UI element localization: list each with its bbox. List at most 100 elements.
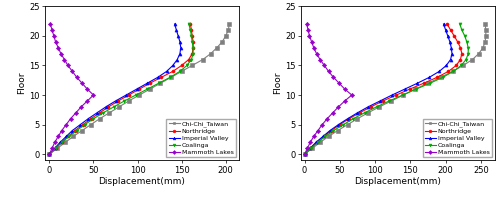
Coalinga bbox=[177, 70, 183, 73]
Mammoth Lakes bbox=[314, 52, 320, 55]
Coalinga bbox=[362, 111, 368, 114]
Northridge bbox=[65, 135, 71, 138]
Northridge bbox=[189, 35, 195, 37]
Mammoth Lakes bbox=[68, 118, 73, 120]
Mammoth Lakes bbox=[46, 153, 52, 156]
Line: Imperial Valley: Imperial Valley bbox=[303, 22, 454, 156]
Chi-Chi_Taiwan bbox=[54, 147, 60, 150]
Imperial Valley bbox=[377, 100, 383, 102]
Northridge bbox=[448, 29, 454, 31]
Coalinga bbox=[350, 118, 356, 120]
Imperial Valley bbox=[174, 58, 180, 61]
Mammoth Lakes bbox=[336, 82, 342, 84]
Imperial Valley bbox=[164, 70, 170, 73]
Legend: Chi-Chi_Taiwan, Northridge, Imperial Valley, Coalinga, Mammoth Lakes: Chi-Chi_Taiwan, Northridge, Imperial Val… bbox=[166, 119, 236, 157]
Imperial Valley bbox=[70, 129, 75, 132]
Northridge bbox=[147, 82, 153, 84]
Imperial Valley bbox=[442, 29, 448, 31]
Imperial Valley bbox=[389, 94, 395, 96]
Chi-Chi_Taiwan bbox=[226, 29, 232, 31]
Coalinga bbox=[46, 153, 52, 156]
Mammoth Lakes bbox=[90, 94, 96, 96]
Mammoth Lakes bbox=[306, 35, 312, 37]
Coalinga bbox=[188, 35, 194, 37]
Mammoth Lakes bbox=[52, 41, 59, 43]
Chi-Chi_Taiwan bbox=[147, 88, 153, 90]
Line: Mammoth Lakes: Mammoth Lakes bbox=[303, 22, 354, 156]
Mammoth Lakes bbox=[49, 147, 55, 150]
Northridge bbox=[406, 88, 412, 90]
Imperial Valley bbox=[336, 123, 342, 126]
Imperial Valley bbox=[134, 88, 140, 90]
Chi-Chi_Taiwan bbox=[438, 76, 444, 79]
Mammoth Lakes bbox=[315, 129, 321, 132]
Northridge bbox=[434, 76, 440, 79]
Line: Imperial Valley: Imperial Valley bbox=[48, 22, 182, 156]
Chi-Chi_Taiwan bbox=[460, 64, 466, 67]
Imperial Valley bbox=[344, 118, 350, 120]
Mammoth Lakes bbox=[326, 70, 332, 73]
Mammoth Lakes bbox=[84, 100, 90, 102]
Chi-Chi_Taiwan bbox=[482, 41, 488, 43]
Mammoth Lakes bbox=[324, 118, 330, 120]
Chi-Chi_Taiwan bbox=[482, 23, 488, 25]
Chi-Chi_Taiwan bbox=[79, 129, 85, 132]
Northridge bbox=[186, 58, 192, 61]
Mammoth Lakes bbox=[336, 106, 342, 108]
Northridge bbox=[46, 153, 52, 156]
X-axis label: Displacement(mm): Displacement(mm) bbox=[354, 177, 442, 187]
Coalinga bbox=[82, 123, 87, 126]
Imperial Valley bbox=[307, 147, 313, 150]
Chi-Chi_Taiwan bbox=[208, 52, 214, 55]
Coalinga bbox=[190, 46, 196, 49]
Chi-Chi_Taiwan bbox=[168, 76, 174, 79]
Coalinga bbox=[440, 76, 446, 79]
Northridge bbox=[126, 94, 132, 96]
Coalinga bbox=[90, 118, 96, 120]
Coalinga bbox=[100, 111, 106, 114]
Coalinga bbox=[386, 100, 392, 102]
Imperial Valley bbox=[365, 106, 371, 108]
Northridge bbox=[421, 82, 427, 84]
Coalinga bbox=[189, 41, 195, 43]
Imperial Valley bbox=[440, 23, 446, 25]
Coalinga bbox=[465, 46, 471, 49]
Y-axis label: Floor: Floor bbox=[273, 72, 282, 94]
Northridge bbox=[328, 129, 334, 132]
Chi-Chi_Taiwan bbox=[96, 118, 102, 120]
Chi-Chi_Taiwan bbox=[116, 106, 122, 108]
Coalinga bbox=[186, 23, 192, 25]
Line: Northridge: Northridge bbox=[48, 22, 195, 156]
X-axis label: Displacement(mm): Displacement(mm) bbox=[98, 177, 186, 187]
Imperial Valley bbox=[447, 41, 453, 43]
Mammoth Lakes bbox=[70, 70, 75, 73]
Imperial Valley bbox=[94, 111, 100, 114]
Imperial Valley bbox=[426, 76, 432, 79]
Northridge bbox=[96, 111, 102, 114]
Chi-Chi_Taiwan bbox=[376, 106, 382, 108]
Chi-Chi_Taiwan bbox=[483, 29, 489, 31]
Coalinga bbox=[52, 147, 59, 150]
Coalinga bbox=[144, 88, 150, 90]
Line: Coalinga: Coalinga bbox=[48, 22, 195, 156]
Imperial Valley bbox=[78, 123, 84, 126]
Imperial Valley bbox=[52, 147, 58, 150]
Coalinga bbox=[74, 129, 80, 132]
Mammoth Lakes bbox=[78, 106, 84, 108]
Northridge bbox=[337, 123, 343, 126]
Imperial Valley bbox=[313, 141, 319, 144]
Chi-Chi_Taiwan bbox=[388, 100, 394, 102]
Imperial Valley bbox=[448, 58, 454, 61]
Coalinga bbox=[463, 58, 469, 61]
Line: Northridge: Northridge bbox=[303, 22, 464, 156]
Chi-Chi_Taiwan bbox=[222, 35, 228, 37]
Coalinga bbox=[122, 100, 128, 102]
Mammoth Lakes bbox=[302, 153, 308, 156]
Imperial Valley bbox=[103, 106, 109, 108]
Northridge bbox=[190, 41, 196, 43]
Imperial Valley bbox=[174, 29, 180, 31]
Mammoth Lakes bbox=[58, 52, 64, 55]
Coalinga bbox=[413, 88, 419, 90]
Mammoth Lakes bbox=[308, 41, 314, 43]
Coalinga bbox=[374, 106, 380, 108]
